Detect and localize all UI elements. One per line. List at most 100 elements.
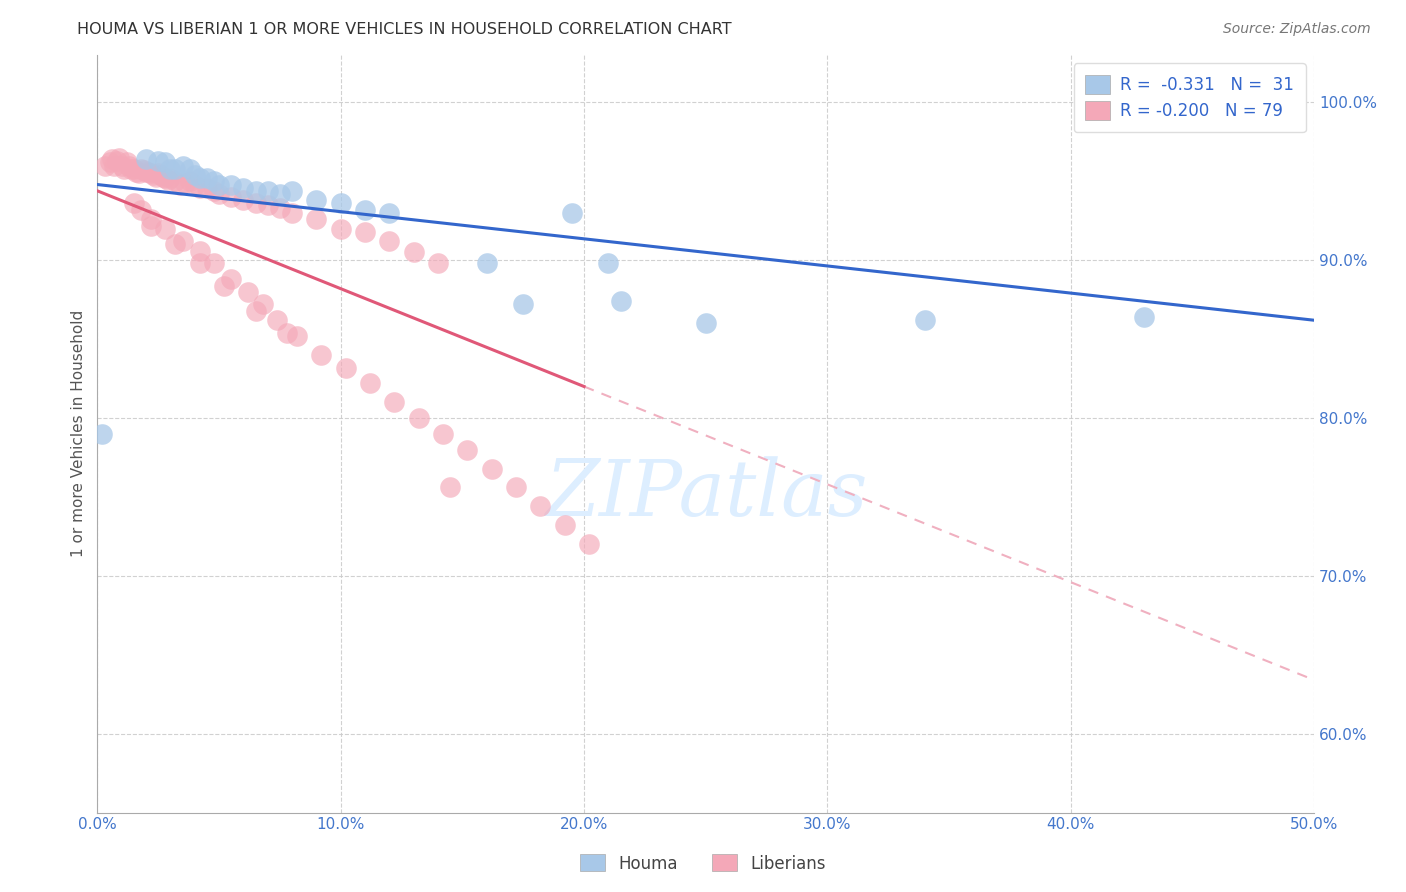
Point bbox=[159, 161, 181, 176]
Point bbox=[148, 153, 170, 168]
Point bbox=[135, 153, 157, 167]
Point bbox=[232, 180, 254, 194]
Point bbox=[269, 186, 291, 201]
Point bbox=[188, 256, 211, 270]
Point bbox=[103, 159, 125, 173]
Text: ZIPatlas: ZIPatlas bbox=[544, 457, 868, 533]
Point bbox=[172, 159, 194, 173]
Point bbox=[219, 272, 242, 286]
Point bbox=[432, 426, 454, 441]
Point bbox=[359, 376, 381, 391]
Point bbox=[165, 237, 187, 252]
Point bbox=[219, 190, 242, 204]
Point bbox=[335, 360, 357, 375]
Legend: Houma, Liberians: Houma, Liberians bbox=[574, 847, 832, 880]
Point bbox=[305, 194, 328, 208]
Point bbox=[402, 245, 425, 260]
Point bbox=[98, 155, 121, 169]
Point bbox=[91, 426, 114, 441]
Point bbox=[165, 161, 187, 176]
Point bbox=[183, 178, 205, 192]
Point bbox=[329, 196, 352, 211]
Point bbox=[252, 297, 274, 311]
Point bbox=[208, 186, 231, 201]
Point bbox=[456, 442, 478, 457]
Point bbox=[238, 285, 260, 299]
Point bbox=[155, 171, 177, 186]
Point bbox=[122, 161, 145, 176]
Point bbox=[169, 178, 191, 192]
Point bbox=[188, 171, 211, 186]
Point bbox=[276, 326, 298, 340]
Point bbox=[354, 225, 377, 239]
Legend: R =  -0.331   N =  31, R = -0.200   N = 79: R = -0.331 N = 31, R = -0.200 N = 79 bbox=[1074, 63, 1306, 132]
Point bbox=[179, 174, 201, 188]
Point bbox=[145, 169, 167, 184]
Point bbox=[152, 169, 174, 184]
Point bbox=[285, 329, 308, 343]
Point bbox=[914, 313, 936, 327]
Point bbox=[281, 206, 304, 220]
Point bbox=[427, 256, 450, 270]
Point bbox=[128, 166, 150, 180]
Point bbox=[1132, 310, 1154, 324]
Point bbox=[554, 518, 576, 533]
Point bbox=[142, 168, 165, 182]
Point bbox=[132, 163, 155, 178]
Point bbox=[125, 165, 148, 179]
Point bbox=[695, 317, 717, 331]
Point bbox=[202, 256, 225, 270]
Point bbox=[179, 161, 201, 176]
Point bbox=[188, 180, 211, 194]
Point bbox=[281, 184, 304, 198]
Point bbox=[159, 171, 181, 186]
Point bbox=[155, 155, 177, 169]
Point bbox=[148, 166, 170, 180]
Point bbox=[165, 174, 187, 188]
Point bbox=[232, 194, 254, 208]
Point bbox=[195, 180, 218, 194]
Point bbox=[122, 196, 145, 211]
Point bbox=[112, 161, 135, 176]
Point bbox=[219, 178, 242, 192]
Point bbox=[149, 168, 172, 182]
Point bbox=[129, 161, 152, 176]
Point bbox=[354, 202, 377, 217]
Point bbox=[329, 221, 352, 235]
Point bbox=[155, 221, 177, 235]
Point bbox=[609, 294, 631, 309]
Text: Source: ZipAtlas.com: Source: ZipAtlas.com bbox=[1223, 22, 1371, 37]
Point bbox=[188, 244, 211, 258]
Point bbox=[202, 174, 225, 188]
Point bbox=[138, 165, 160, 179]
Point bbox=[505, 481, 527, 495]
Point bbox=[382, 395, 405, 409]
Point bbox=[245, 303, 267, 318]
Point bbox=[245, 184, 267, 198]
Point bbox=[135, 165, 157, 179]
Point bbox=[111, 159, 134, 173]
Point bbox=[108, 151, 131, 165]
Point bbox=[212, 278, 235, 293]
Point bbox=[269, 201, 291, 215]
Point bbox=[195, 171, 218, 186]
Point bbox=[93, 159, 115, 173]
Point bbox=[378, 235, 401, 249]
Point bbox=[266, 313, 288, 327]
Point bbox=[101, 153, 124, 167]
Point bbox=[439, 481, 461, 495]
Point bbox=[529, 500, 551, 514]
Point bbox=[105, 153, 128, 168]
Point bbox=[120, 161, 142, 176]
Point bbox=[202, 184, 225, 198]
Point bbox=[183, 168, 205, 182]
Point bbox=[481, 461, 503, 475]
Point bbox=[256, 184, 278, 198]
Point bbox=[156, 173, 179, 187]
Point bbox=[378, 206, 401, 220]
Point bbox=[598, 256, 620, 270]
Point bbox=[305, 212, 328, 227]
Point bbox=[172, 235, 194, 249]
Point bbox=[139, 166, 162, 180]
Point bbox=[139, 212, 162, 227]
